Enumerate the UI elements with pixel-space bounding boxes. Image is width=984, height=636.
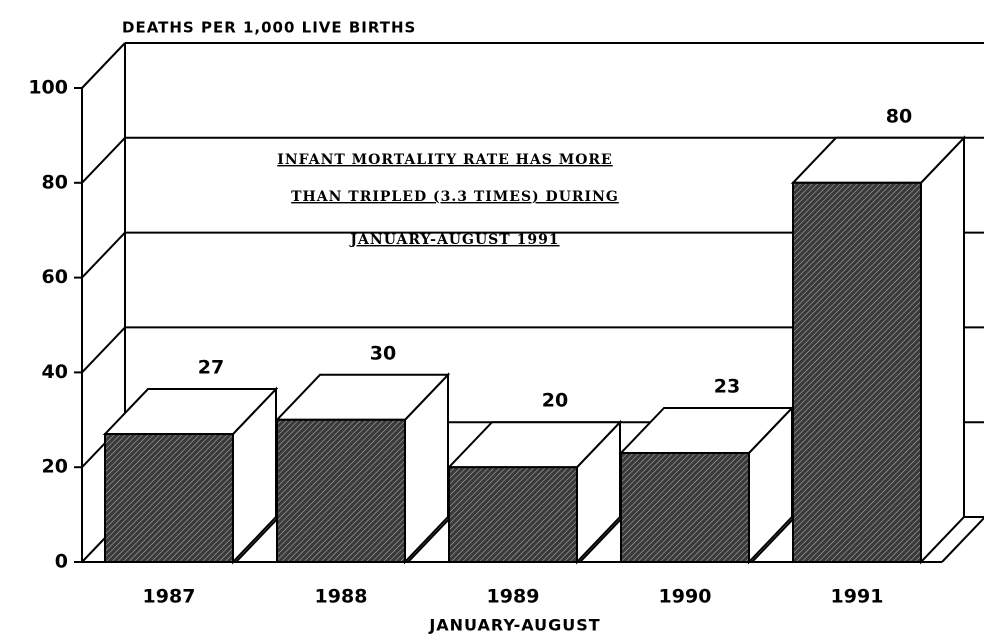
annotation: JANUARY-AUGUST 1991 [348, 232, 559, 248]
floor-divider [579, 516, 624, 563]
grid-diagonal [81, 231, 126, 279]
floor-divider [751, 516, 796, 563]
floor-edge [941, 516, 984, 563]
grid-diagonal [81, 42, 126, 89]
value-label: 80 [886, 105, 912, 127]
bar [620, 451, 750, 564]
bar [792, 181, 922, 564]
value-label: 27 [198, 357, 224, 379]
x-tick-label: 1989 [487, 586, 540, 608]
y-tick-label: 80 [42, 171, 68, 193]
x-tick-label: 1991 [831, 586, 884, 608]
x-tick-label: 1990 [659, 586, 712, 608]
grid-diagonal [81, 326, 126, 374]
chart-title: DEATHS PER 1,000 LIVE BIRTHS [122, 19, 416, 37]
annotation: THAN TRIPLED (3.3 TIMES) DURING [291, 189, 619, 205]
value-label: 23 [714, 375, 740, 397]
y-tick-label: 0 [55, 551, 68, 573]
y-tick-label: 100 [28, 77, 68, 99]
bar [104, 433, 234, 563]
floor-divider [407, 516, 452, 563]
y-tick-label: 20 [42, 456, 68, 478]
floor-divider [235, 516, 280, 563]
x-axis-label: JANUARY-AUGUST [428, 616, 600, 635]
y-tick-label: 60 [42, 266, 68, 288]
bar [276, 418, 406, 563]
bar-side [920, 135, 965, 565]
grid-diagonal [81, 137, 126, 184]
y-tick-label: 40 [42, 361, 68, 383]
bar [448, 466, 578, 564]
x-tick-label: 1987 [143, 586, 196, 608]
annotation: INFANT MORTALITY RATE HAS MORE [277, 152, 612, 168]
value-label: 30 [370, 342, 396, 364]
value-label: 20 [542, 390, 568, 412]
x-tick-label: 1988 [315, 586, 368, 608]
